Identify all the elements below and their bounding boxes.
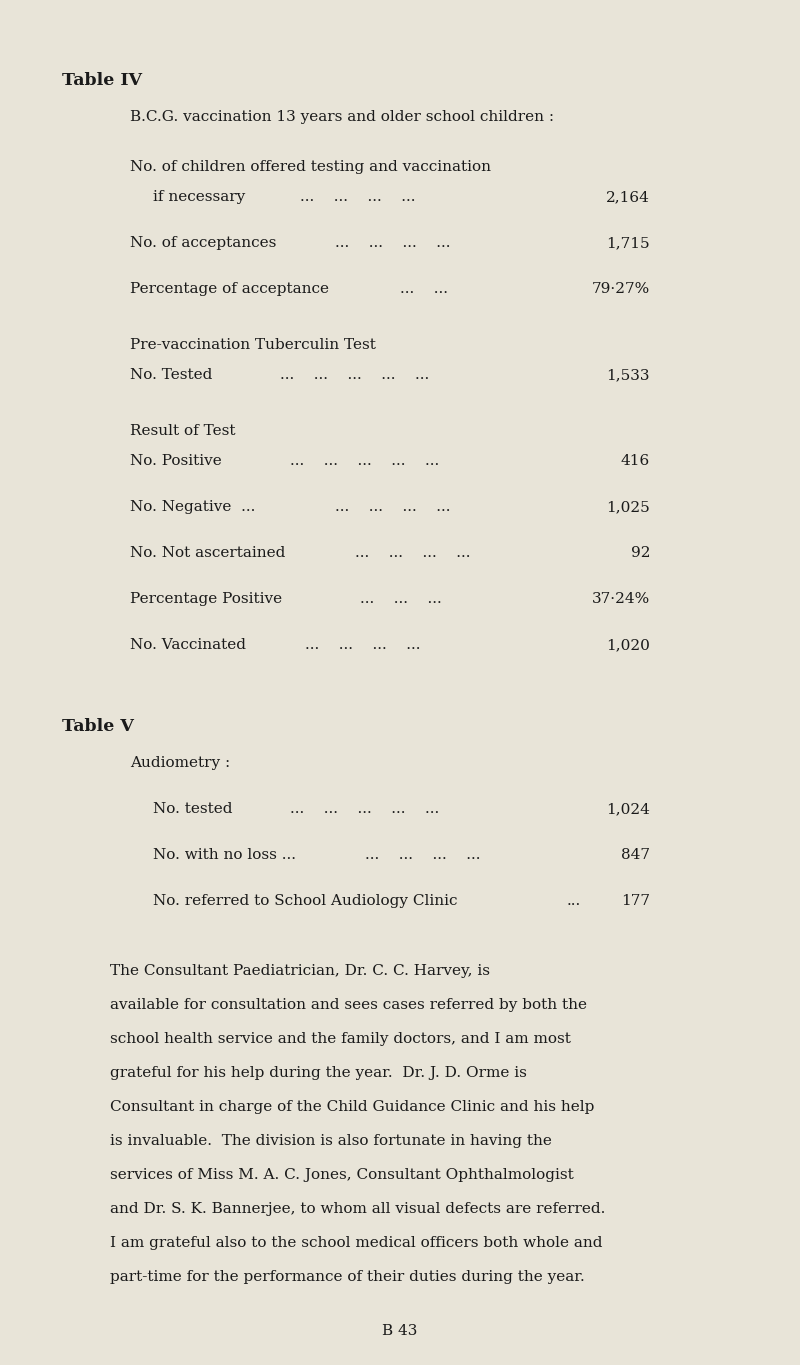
Text: is invaluable.  The division is also fortunate in having the: is invaluable. The division is also fort…	[110, 1134, 552, 1148]
Text: ...    ...    ...    ...    ...: ... ... ... ... ...	[280, 369, 430, 382]
Text: Result of Test: Result of Test	[130, 425, 235, 438]
Text: ...    ...    ...    ...: ... ... ... ...	[305, 637, 421, 652]
Text: ...    ...    ...: ... ... ...	[360, 592, 442, 606]
Text: ...    ...    ...    ...: ... ... ... ...	[300, 190, 415, 203]
Text: No. of children offered testing and vaccination: No. of children offered testing and vacc…	[130, 160, 491, 173]
Text: Percentage of acceptance: Percentage of acceptance	[130, 283, 329, 296]
Text: No. of acceptances: No. of acceptances	[130, 236, 276, 250]
Text: 416: 416	[621, 455, 650, 468]
Text: ...    ...    ...    ...: ... ... ... ...	[335, 500, 450, 515]
Text: ...    ...: ... ...	[400, 283, 448, 296]
Text: 92: 92	[630, 546, 650, 560]
Text: ...    ...    ...    ...    ...: ... ... ... ... ...	[290, 803, 439, 816]
Text: Percentage Positive: Percentage Positive	[130, 592, 282, 606]
Text: No. Vaccinated: No. Vaccinated	[130, 637, 246, 652]
Text: part-time for the performance of their duties during the year.: part-time for the performance of their d…	[110, 1269, 585, 1284]
Text: No. Negative  ...: No. Negative ...	[130, 500, 255, 515]
Text: 79·27%: 79·27%	[592, 283, 650, 296]
Text: No. Not ascertained: No. Not ascertained	[130, 546, 286, 560]
Text: B.C.G. vaccination 13 years and older school children :: B.C.G. vaccination 13 years and older sc…	[130, 111, 554, 124]
Text: Consultant in charge of the Child Guidance Clinic and his help: Consultant in charge of the Child Guidan…	[110, 1100, 594, 1114]
Text: and Dr. S. K. Bannerjee, to whom all visual defects are referred.: and Dr. S. K. Bannerjee, to whom all vis…	[110, 1203, 606, 1216]
Text: Pre-vaccination Tuberculin Test: Pre-vaccination Tuberculin Test	[130, 339, 376, 352]
Text: 37·24%: 37·24%	[592, 592, 650, 606]
Text: ...    ...    ...    ...: ... ... ... ...	[335, 236, 450, 250]
Text: ...    ...    ...    ...: ... ... ... ...	[355, 546, 470, 560]
Text: 2,164: 2,164	[606, 190, 650, 203]
Text: No. Tested: No. Tested	[130, 369, 212, 382]
Text: Audiometry :: Audiometry :	[130, 756, 230, 770]
Text: 1,715: 1,715	[606, 236, 650, 250]
Text: grateful for his help during the year.  Dr. J. D. Orme is: grateful for his help during the year. D…	[110, 1066, 527, 1080]
Text: 1,025: 1,025	[606, 500, 650, 515]
Text: available for consultation and sees cases referred by both the: available for consultation and sees case…	[110, 998, 587, 1011]
Text: if necessary: if necessary	[153, 190, 246, 203]
Text: ...    ...    ...    ...    ...: ... ... ... ... ...	[290, 455, 439, 468]
Text: The Consultant Paediatrician, Dr. C. C. Harvey, is: The Consultant Paediatrician, Dr. C. C. …	[110, 964, 490, 977]
Text: ...    ...    ...    ...: ... ... ... ...	[365, 848, 481, 863]
Text: I am grateful also to the school medical officers both whole and: I am grateful also to the school medical…	[110, 1235, 602, 1250]
Text: Table V: Table V	[62, 718, 134, 734]
Text: No. Positive: No. Positive	[130, 455, 222, 468]
Text: No. tested: No. tested	[153, 803, 233, 816]
Text: ...: ...	[567, 894, 582, 908]
Text: 847: 847	[621, 848, 650, 863]
Text: No. referred to School Audiology Clinic: No. referred to School Audiology Clinic	[153, 894, 458, 908]
Text: B 43: B 43	[382, 1324, 418, 1338]
Text: school health service and the family doctors, and I am most: school health service and the family doc…	[110, 1032, 571, 1046]
Text: 1,533: 1,533	[606, 369, 650, 382]
Text: 177: 177	[621, 894, 650, 908]
Text: 1,020: 1,020	[606, 637, 650, 652]
Text: 1,024: 1,024	[606, 803, 650, 816]
Text: Table IV: Table IV	[62, 72, 142, 89]
Text: services of Miss M. A. C. Jones, Consultant Ophthalmologist: services of Miss M. A. C. Jones, Consult…	[110, 1168, 574, 1182]
Text: No. with no loss ...: No. with no loss ...	[153, 848, 296, 863]
